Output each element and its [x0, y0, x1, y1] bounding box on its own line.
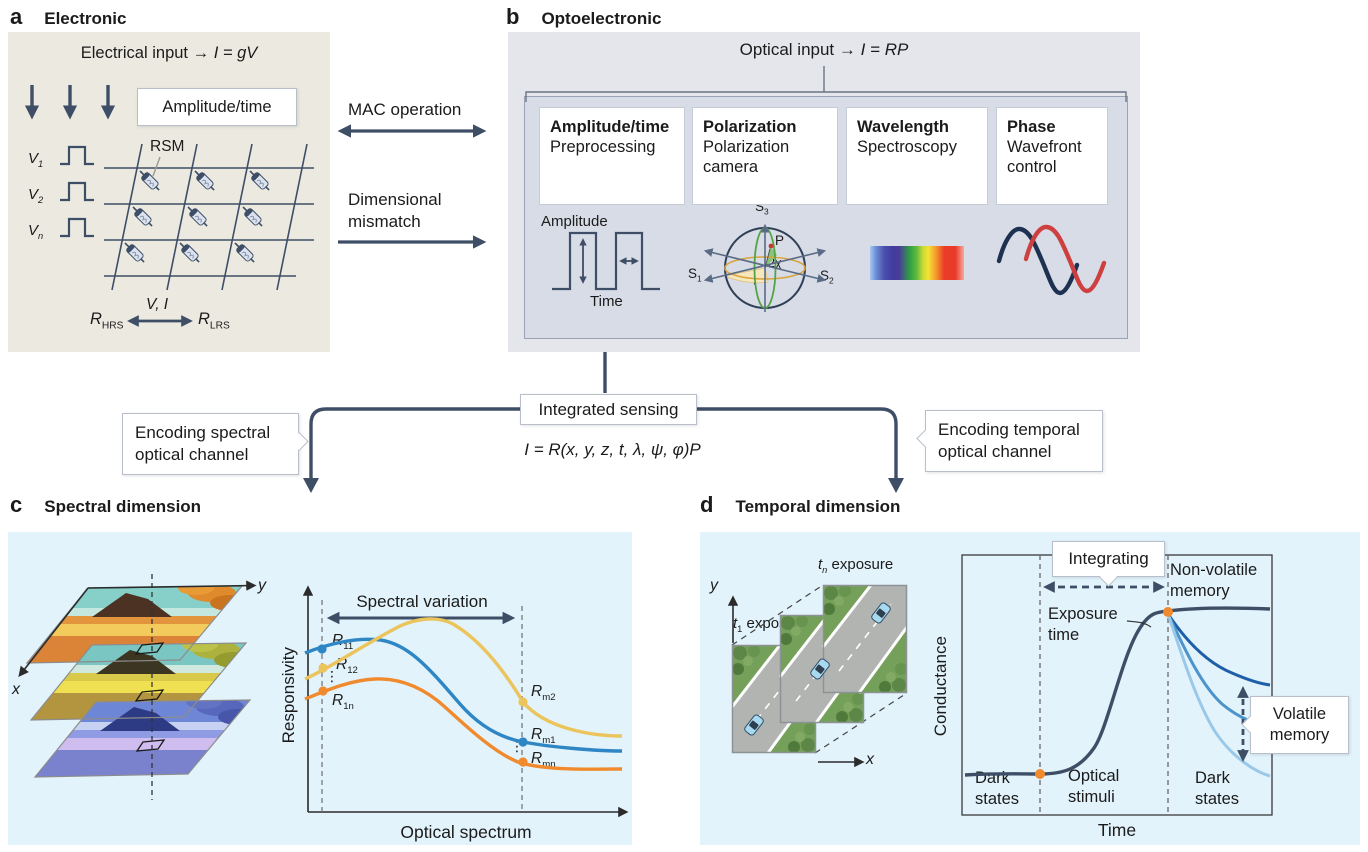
r12-label: R12 [336, 656, 358, 677]
amplitude-time-box: Amplitude/time [137, 88, 297, 126]
right-branch-arrowhead [888, 478, 904, 493]
integrating-box: Integrating [1052, 541, 1165, 587]
heading-c: c Spectral dimension [10, 492, 201, 518]
card-wavelength: Wavelength Spectroscopy [846, 107, 988, 205]
rm1-label: Rm1 [531, 726, 556, 747]
integrated-sensing-box: Integrated sensing [520, 394, 697, 425]
spectrum-gradient-bar [870, 246, 964, 280]
pulse-time-label: Time [590, 293, 623, 310]
card-amplitude-time: Amplitude/time Preprocessing [539, 107, 685, 205]
rm2-label: Rm2 [531, 683, 556, 704]
integrated-sensing-equation: I = R(x, y, z, t, λ, ψ, φ)P [524, 440, 701, 459]
electrical-input-formula-text: Electrical input → [80, 44, 214, 62]
r11-label: R11 [332, 632, 354, 653]
rmn-label: Rmn [531, 750, 556, 771]
optical-input-formula: Optical input → I = RP [508, 40, 1140, 60]
optical-input-formula-math: I = RP [860, 40, 909, 59]
d-x-axis-letter: x [866, 751, 874, 768]
panel-letter-d: d [700, 492, 714, 517]
panel-title-electronic: Electronic [44, 9, 127, 28]
poincare-sphere [703, 223, 827, 312]
panel-electronic-background [8, 32, 330, 352]
panel-letter-c: c [10, 492, 23, 517]
vi-label: V, I [146, 296, 169, 313]
electrical-input-formula-math: I = gV [213, 44, 258, 62]
spectral-image-stack [18, 574, 257, 800]
photoresponse-curve [964, 606, 1271, 777]
mac-operation-label: MAC operation [348, 100, 462, 119]
yellow-responsivity-curve [304, 617, 623, 738]
r-hrs-label: RHRS [90, 310, 124, 332]
panel-letter-b: b [506, 4, 520, 29]
sphere-s3-label: S3 [755, 199, 769, 217]
rsm-label: RSM [150, 138, 185, 155]
integrated-sensing-label: Integrated sensing [538, 399, 679, 419]
rsm-devices [121, 167, 274, 267]
vn-label: Vn [28, 222, 44, 241]
voltage-pulse-symbols [60, 145, 94, 238]
panel-title-spectral: Spectral dimension [44, 497, 202, 516]
time-axis-label: Time [1097, 820, 1137, 840]
amplitude-time-box-label: Amplitude/time [162, 97, 272, 116]
optical-input-bracket [525, 66, 1127, 102]
volatile-decay-slow [1166, 613, 1271, 687]
exposure-pointer-line [1126, 620, 1152, 628]
heading-a: a Electronic [10, 4, 126, 30]
crossbar-array [104, 143, 314, 291]
r-left-dots: ⋮ [325, 668, 339, 684]
encoding-spectral-callout: Encoding spectral optical channel [122, 413, 309, 475]
c-y-axis-letter: y [258, 577, 266, 594]
orange-responsivity-curve [304, 677, 623, 771]
sphere-p-label: P [775, 233, 785, 248]
v2-label: V2 [28, 186, 44, 205]
dark-states-right-label: Dark states [1195, 769, 1240, 809]
pulse-amplitude-label: Amplitude [541, 213, 608, 230]
panel-title-temporal: Temporal dimension [735, 497, 901, 516]
tn-exposure-label: tn exposure [818, 556, 894, 575]
c-x-axis-letter: x [12, 681, 20, 698]
d-y-axis-letter: y [710, 577, 718, 594]
optical-stimuli-label: Optical stimuli [1068, 767, 1120, 807]
phase-waves-icon [996, 224, 1107, 296]
volatile-memory-box: Volatile memory [1240, 696, 1349, 754]
volatile-decay-fast [1166, 613, 1271, 778]
panel-title-optoelectronic: Optoelectronic [541, 9, 662, 28]
exposure-time-label: Exposure time [1048, 605, 1118, 645]
optical-spectrum-axis-label: Optical spectrum [400, 822, 532, 842]
responsivity-chart [302, 585, 629, 818]
temporal-image-stack [727, 583, 909, 768]
r-lrs-label: RLRS [198, 310, 230, 332]
card-polarization: Polarization Polarization camera [692, 107, 838, 205]
heading-b: b Optoelectronic [506, 4, 661, 30]
electrical-input-arrows [24, 85, 116, 120]
sphere-s1-label: S1 [688, 266, 702, 284]
card-phase: Phase Wavefront control [996, 107, 1108, 205]
spectral-variation-label: Spectral variation [356, 592, 488, 611]
rsm-pointer-line [152, 156, 161, 177]
integrated-sensing-connectors [309, 352, 898, 479]
heading-d: d Temporal dimension [700, 492, 900, 518]
amplitude-time-pulse-graphic [552, 231, 660, 291]
dimensional-mismatch-label: Dimensional mismatch [348, 190, 442, 231]
encoding-temporal-callout: Encoding temporal optical channel [915, 410, 1103, 472]
r1n-label: R1n [332, 692, 354, 713]
nonvolatile-memory-label: Non-volatile memory [1170, 561, 1258, 601]
optical-input-formula-text: Optical input → [739, 40, 861, 59]
v1-label: V1 [28, 150, 44, 169]
panel-letter-a: a [10, 4, 23, 29]
blue-responsivity-curve [304, 637, 623, 753]
electrical-input-formula: Electrical input → I = gV [8, 44, 330, 63]
left-branch-arrowhead [303, 478, 319, 493]
